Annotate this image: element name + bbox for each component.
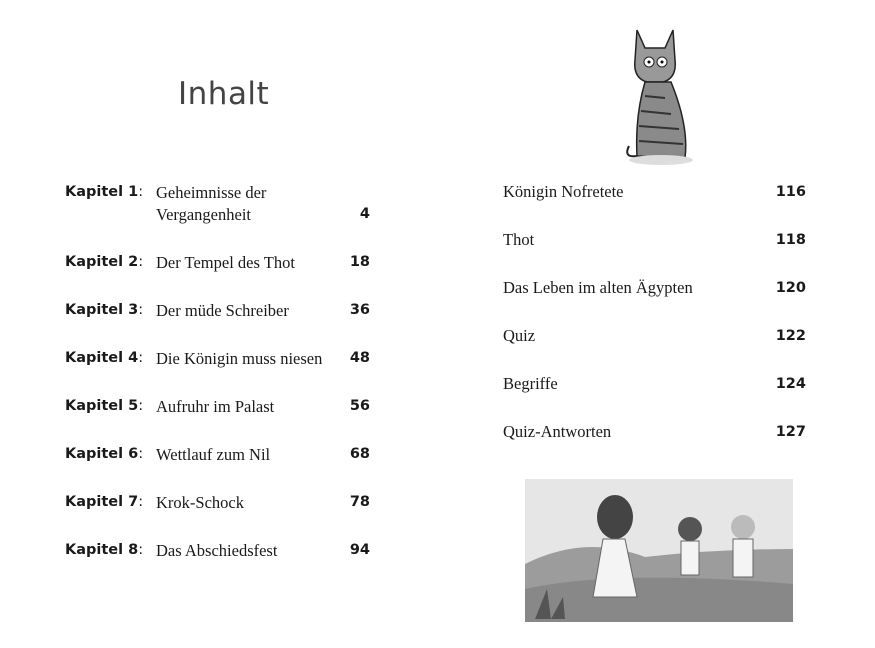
page-number: 94 bbox=[349, 542, 370, 558]
chapter-title-line2: Vergangenheit bbox=[156, 205, 251, 224]
chapter-label: Kapitel 6 bbox=[65, 446, 139, 462]
page-number: 18 bbox=[349, 254, 370, 270]
page-number: 56 bbox=[349, 398, 370, 414]
page-number: 122 bbox=[775, 328, 806, 344]
colon: : bbox=[138, 446, 144, 462]
colon: : bbox=[138, 254, 144, 270]
page-number: 118 bbox=[775, 232, 806, 248]
chapter-title: Der müde Schreiber bbox=[156, 301, 289, 320]
colon: : bbox=[138, 542, 144, 558]
entry-title: Begriffe bbox=[503, 374, 558, 393]
page-number: 48 bbox=[349, 350, 370, 366]
chapter-label: Kapitel 1 bbox=[65, 184, 139, 200]
page-number: 116 bbox=[775, 184, 806, 200]
entry-title: Quiz-Antworten bbox=[503, 422, 612, 441]
chapter-title: Aufruhr im Palast bbox=[156, 397, 275, 416]
chapter-title: Die Königin muss niesen bbox=[156, 349, 323, 368]
chapter-title-line1: Geheimnisse der bbox=[156, 183, 267, 202]
page-number: 124 bbox=[775, 376, 806, 392]
chapter-title: Krok-Schock bbox=[156, 493, 244, 512]
chapter-title: Das Abschiedsfest bbox=[156, 541, 278, 560]
page-number: 78 bbox=[349, 494, 370, 510]
entry-title: Thot bbox=[503, 230, 535, 249]
entry-title: Das Leben im alten Ägypten bbox=[503, 278, 693, 297]
chapter-title: Der Tempel des Thot bbox=[156, 253, 295, 272]
page-number: 36 bbox=[349, 302, 370, 318]
page-number: 120 bbox=[775, 280, 806, 296]
cat-illustration bbox=[626, 29, 693, 165]
entry-title: Quiz bbox=[503, 326, 536, 345]
page-number: 68 bbox=[349, 446, 370, 462]
page-number: 4 bbox=[359, 206, 370, 222]
chapter-label: Kapitel 2 bbox=[65, 254, 139, 270]
colon: : bbox=[138, 350, 144, 366]
chapter-label: Kapitel 7 bbox=[65, 494, 139, 510]
entry-title: Königin Nofretete bbox=[503, 182, 624, 201]
page-title: Inhalt bbox=[178, 76, 270, 112]
chapter-label: Kapitel 8 bbox=[65, 542, 139, 558]
colon: : bbox=[138, 184, 144, 200]
chapter-label: Kapitel 4 bbox=[65, 350, 139, 366]
chapter-label: Kapitel 3 bbox=[65, 302, 139, 318]
colon: : bbox=[138, 398, 144, 414]
colon: : bbox=[138, 494, 144, 510]
page-number: 127 bbox=[775, 424, 806, 440]
chapter-label: Kapitel 5 bbox=[65, 398, 139, 414]
chapter-title: Wettlauf zum Nil bbox=[156, 445, 271, 464]
colon: : bbox=[138, 302, 144, 318]
egypt-scene-illustration bbox=[525, 479, 793, 622]
